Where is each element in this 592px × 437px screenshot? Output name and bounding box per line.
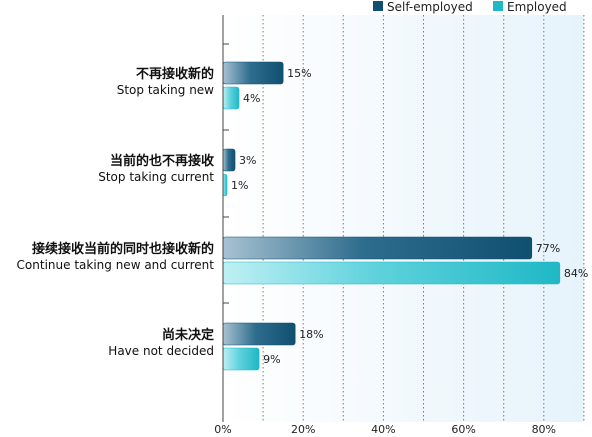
data-label: 4%: [243, 92, 260, 105]
category-label-en: Stop taking new: [117, 83, 214, 97]
bar-employed: [222, 347, 260, 371]
data-label: 15%: [287, 67, 311, 80]
category-label-en: Stop taking current: [98, 170, 214, 184]
bar-employed: [222, 261, 561, 285]
data-label: 1%: [231, 179, 248, 192]
data-label: 84%: [564, 267, 588, 280]
data-label: 18%: [299, 328, 323, 341]
bar-self-employed: [222, 148, 236, 172]
data-label: 3%: [239, 154, 256, 167]
bar-employed: [222, 86, 240, 110]
category-label-zh: 不再接收新的: [136, 66, 214, 82]
bar-employed: [222, 173, 228, 197]
x-tick-label: 0%: [214, 423, 231, 436]
category-label-zh: 尚未决定: [162, 327, 214, 343]
x-tick-label: 20%: [291, 423, 315, 436]
legend-swatch: [493, 1, 503, 11]
x-tick-label: 40%: [371, 423, 395, 436]
x-tick-label: 60%: [451, 423, 475, 436]
x-tick-label: 80%: [532, 423, 556, 436]
category-label-zh: 当前的也不再接收: [110, 153, 215, 169]
legend-label: Self-employed: [387, 0, 473, 14]
legend-swatch: [373, 1, 383, 11]
category-label-zh: 接续接收当前的同时也接收新的: [32, 241, 214, 257]
data-label: 77%: [536, 242, 560, 255]
bar-self-employed: [222, 61, 284, 85]
bar-self-employed: [222, 322, 296, 346]
data-label: 9%: [263, 353, 280, 366]
category-label-en: Have not decided: [108, 344, 214, 358]
bar-self-employed: [222, 236, 533, 260]
category-label-en: Continue taking new and current: [17, 258, 215, 272]
legend-label: Employed: [507, 0, 567, 14]
